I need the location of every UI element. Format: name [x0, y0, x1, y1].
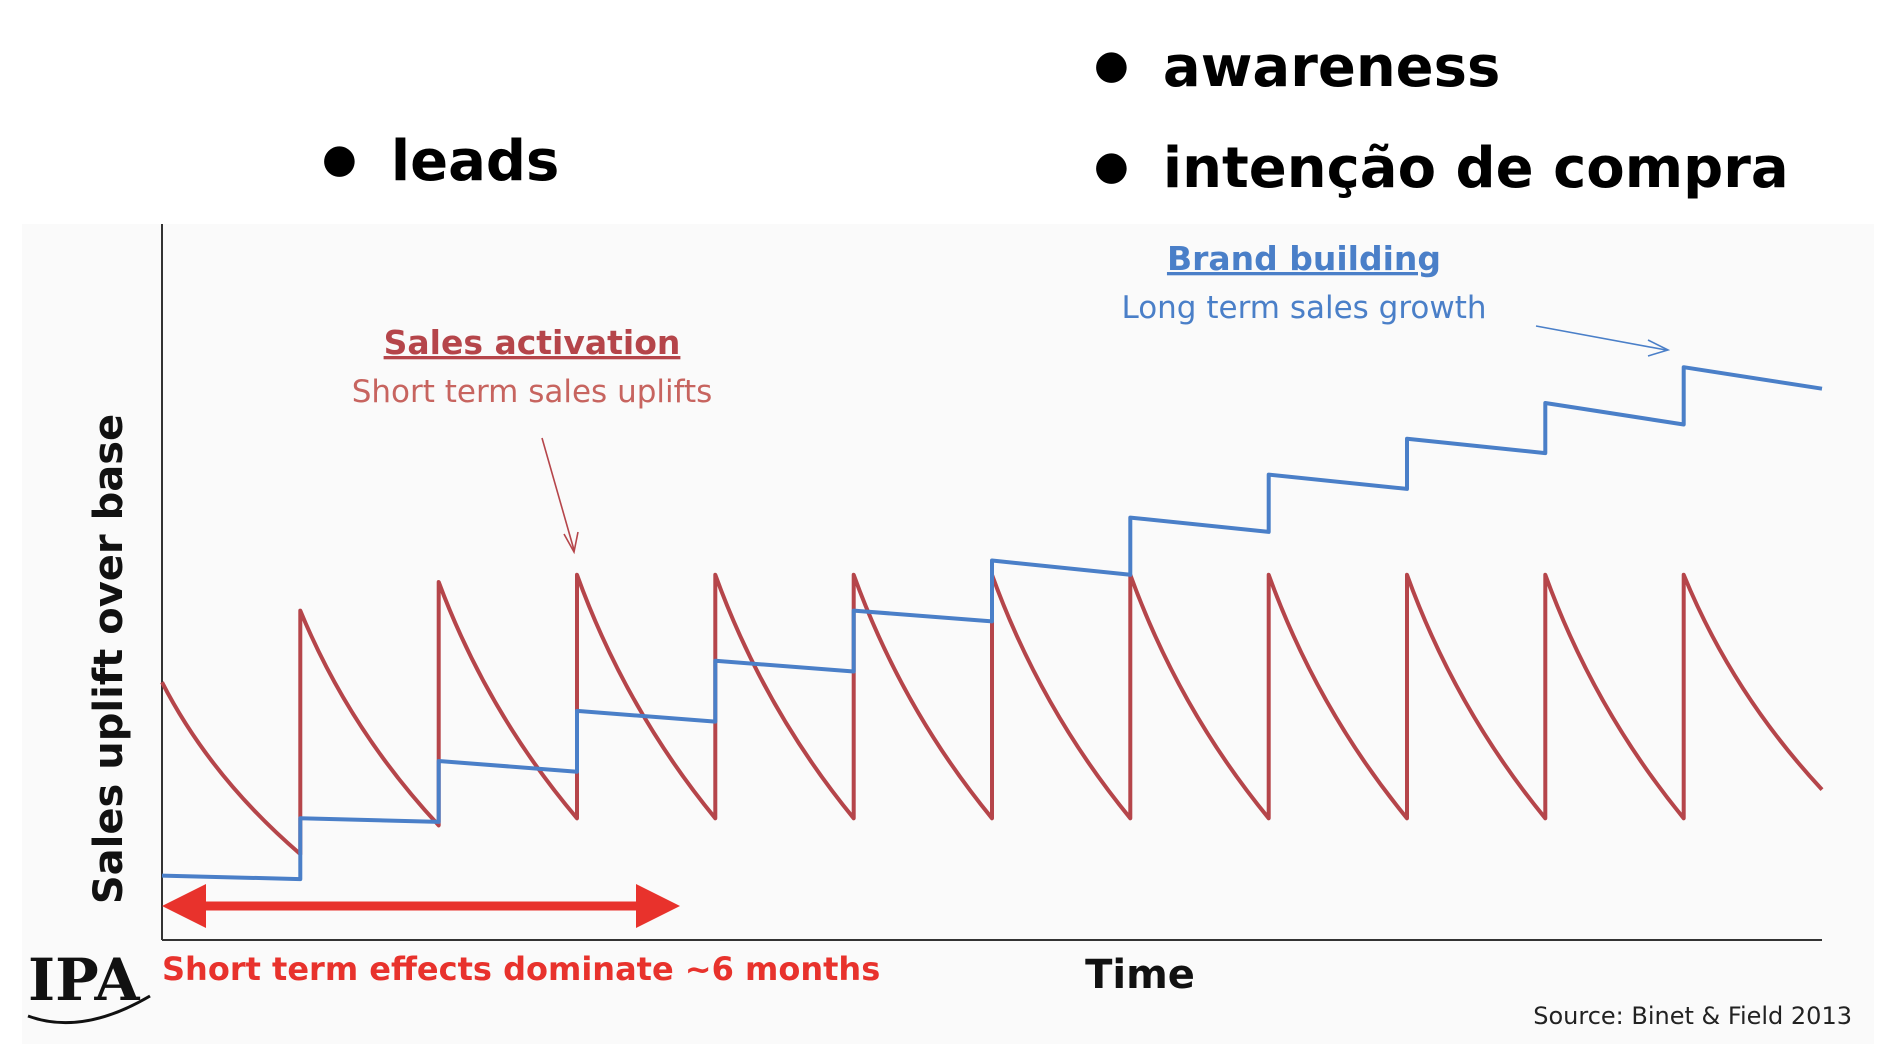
- bullet-list-right: awareness intenção de compra: [1094, 16, 1789, 218]
- activation-subtitle: Short term sales uplifts: [352, 374, 713, 410]
- short-term-arrow-head-right: [636, 884, 680, 928]
- brand-subtitle: Long term sales growth: [1121, 290, 1486, 326]
- brand-pointer-head: [1647, 339, 1671, 357]
- activation-pointer: [541, 437, 575, 551]
- bullet-item: intenção de compra: [1094, 117, 1789, 218]
- short-term-label: Short term effects dominate ~6 months: [162, 950, 880, 988]
- series-line-brand: [161, 365, 1823, 882]
- bullet-item: awareness: [1094, 16, 1789, 117]
- chart-svg: Sales uplift over base Sales activation …: [27, 224, 1852, 1030]
- bullet-item: leads: [322, 110, 616, 211]
- brand-title: Brand building: [1167, 239, 1441, 278]
- source-note: Source: Binet & Field 2013: [1533, 1002, 1852, 1030]
- ipa-logo-text: IPA: [28, 946, 141, 1014]
- activation-title: Sales activation: [384, 323, 681, 362]
- ipa-logo: IPA: [27, 946, 151, 1025]
- short-term-arrow-head-left: [162, 884, 206, 928]
- chart-panel: Sales uplift over base Sales activation …: [22, 224, 1874, 1044]
- ipa-logo-swoosh: [27, 994, 151, 1025]
- brand-pointer: [1535, 325, 1667, 351]
- series-layer: [160, 365, 1824, 882]
- activation-pointer-head: [563, 531, 579, 555]
- x-axis-label: Time: [1085, 952, 1195, 998]
- y-axis-label: Sales uplift over base: [86, 414, 132, 904]
